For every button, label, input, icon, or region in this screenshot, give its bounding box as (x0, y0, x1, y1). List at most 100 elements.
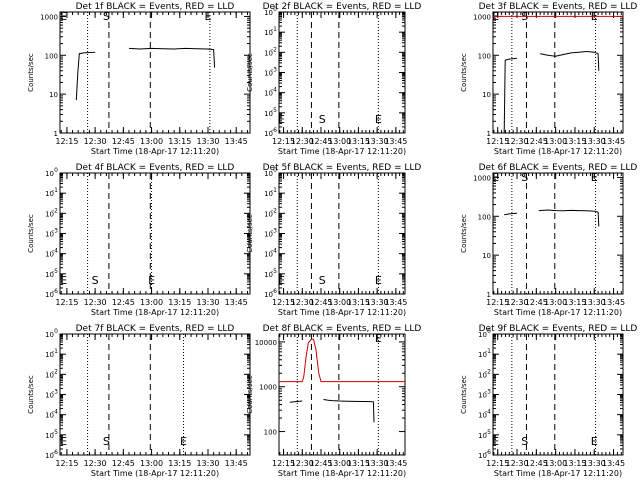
marker-s: S (319, 113, 326, 126)
marker-e: E (205, 10, 212, 23)
y-tick-label: 10 (264, 291, 273, 299)
y-tick-label: 10 (264, 271, 273, 279)
x-tick-label: 12:30 (505, 298, 528, 307)
y-tick-label: 10 (264, 231, 273, 239)
y-axis-label: Counts/sec (27, 375, 35, 414)
x-axis-label: Start Time (18-Apr-17 12:11:20) (278, 469, 406, 478)
y-tick-label: 10 (264, 110, 273, 118)
x-tick-label: 13:30 (583, 137, 606, 146)
y-tick-exponent: -5 (271, 268, 277, 275)
y-tick-exponent: -1 (271, 26, 277, 33)
x-tick-label: 12:45 (112, 137, 135, 146)
x-tick-label: 13:00 (140, 298, 163, 307)
y-tick-label: 10 (264, 190, 273, 198)
y-tick-exponent: -6 (52, 449, 58, 456)
x-tick-label: 12:15 (55, 298, 78, 307)
y-tick-exponent: -6 (271, 127, 277, 134)
marker-e: E (375, 113, 382, 126)
panel-title: Det 1f BLACK = Events, RED = LLD (76, 2, 235, 12)
y-tick-label: 10 (264, 49, 273, 57)
y-tick-label: 10 (45, 170, 54, 178)
marker-e: E (180, 435, 187, 448)
y-tick-label: 10 (45, 392, 54, 400)
y-tick-label: 10 (478, 392, 487, 400)
y-tick-label: 1000 (40, 13, 58, 21)
marker-e: E (591, 435, 598, 448)
x-tick-label: 13:45 (384, 137, 407, 146)
y-tick-label: 100 (478, 213, 491, 221)
y-tick-exponent: -1 (52, 348, 58, 355)
y-tick-label: 10 (478, 432, 487, 440)
plot-frame (278, 333, 406, 456)
x-tick-label: 12:30 (291, 137, 314, 146)
y-axis-label: Counts/sec (460, 53, 468, 92)
y-axis-label: Counts/sec (27, 53, 35, 92)
marker-e: E (492, 435, 499, 448)
x-tick-label: 13:30 (366, 459, 389, 468)
panel-det-9: Det 9f BLACK = Events, RED = LLD12:1512:… (460, 324, 637, 478)
x-tick-label: 13:00 (544, 298, 567, 307)
x-tick-label: 13:30 (196, 137, 219, 146)
y-tick-exponent: -1 (52, 187, 58, 194)
y-tick-label: 10 (45, 231, 54, 239)
y-tick-exponent: -3 (52, 228, 58, 235)
y-tick-exponent: -2 (52, 368, 58, 375)
series-events (289, 400, 303, 403)
plot-frame (59, 11, 251, 134)
y-tick-label: 10 (45, 351, 54, 359)
panel-det-1: Det 1f BLACK = Events, RED = LLD 12:15 12:… (27, 2, 251, 156)
panel-title: Det 4f BLACK = Events, RED = LLD (76, 163, 235, 173)
y-tick-label: 10 (478, 351, 487, 359)
y-tick-exponent: -5 (52, 268, 58, 275)
y-tick-exponent: -1 (271, 187, 277, 194)
y-tick-label: 1000 (473, 13, 491, 21)
y-tick-exponent: -4 (52, 409, 58, 416)
marker-s: S (521, 171, 528, 184)
x-axis-label: Start Time (18-Apr-17 12:11:20) (494, 308, 622, 317)
y-tick-label: 10 (264, 170, 273, 178)
panel-title: Det 3f BLACK = Events, RED = LLD (479, 2, 638, 12)
marker-s: S (103, 435, 110, 448)
y-tick-label: 10 (482, 252, 491, 260)
y-tick-label: 100 (45, 52, 58, 60)
y-tick-label: 10 (45, 452, 54, 460)
y-tick-label: 10 (45, 190, 54, 198)
x-tick-label: 13:00 (544, 137, 567, 146)
y-tick-exponent: -3 (485, 389, 491, 396)
y-tick-label: 10 (45, 412, 54, 420)
y-tick-exponent: 0 (54, 328, 58, 335)
x-tick-label: 12:15 (486, 298, 509, 307)
x-axis-label: Start Time (18-Apr-17 12:11:20) (278, 308, 406, 317)
panel-title: Det 5f BLACK = Events, RED = LLD (263, 163, 422, 173)
y-tick-exponent: -4 (271, 87, 277, 94)
marker-s: S (521, 435, 528, 448)
y-tick-label: 10 (45, 371, 54, 379)
y-axis-label: Counts/sec (460, 375, 468, 414)
plot-frame (492, 172, 624, 295)
y-tick-label: 10000 (255, 339, 277, 347)
x-tick-label: 12:30 (84, 137, 107, 146)
y-tick-label: 100 (478, 52, 491, 60)
y-tick-label: 10 (482, 91, 491, 99)
y-tick-exponent: -4 (485, 409, 491, 416)
x-tick-label: 13:15 (168, 298, 191, 307)
y-tick-label: 1000 (473, 174, 491, 182)
x-tick-label: 12:45 (309, 459, 332, 468)
x-tick-label: 13:15 (347, 298, 370, 307)
y-tick-exponent: -6 (485, 449, 491, 456)
x-tick-label: 13:15 (168, 459, 191, 468)
y-tick-label: 10 (49, 91, 58, 99)
x-tick-label: 13:45 (602, 459, 625, 468)
y-tick-exponent: -5 (52, 429, 58, 436)
x-tick-label: 12:30 (291, 459, 314, 468)
y-tick-label: 10 (264, 130, 273, 138)
series-events (323, 399, 375, 423)
series-events (503, 57, 518, 134)
series-events (504, 212, 518, 216)
x-tick-label: 13:00 (328, 137, 351, 146)
y-tick-exponent: -3 (271, 67, 277, 74)
x-tick-label: 13:15 (347, 137, 370, 146)
x-tick-label: 12:15 (55, 137, 78, 146)
series-events (128, 47, 216, 68)
x-tick-label: 12:15 (272, 459, 295, 468)
